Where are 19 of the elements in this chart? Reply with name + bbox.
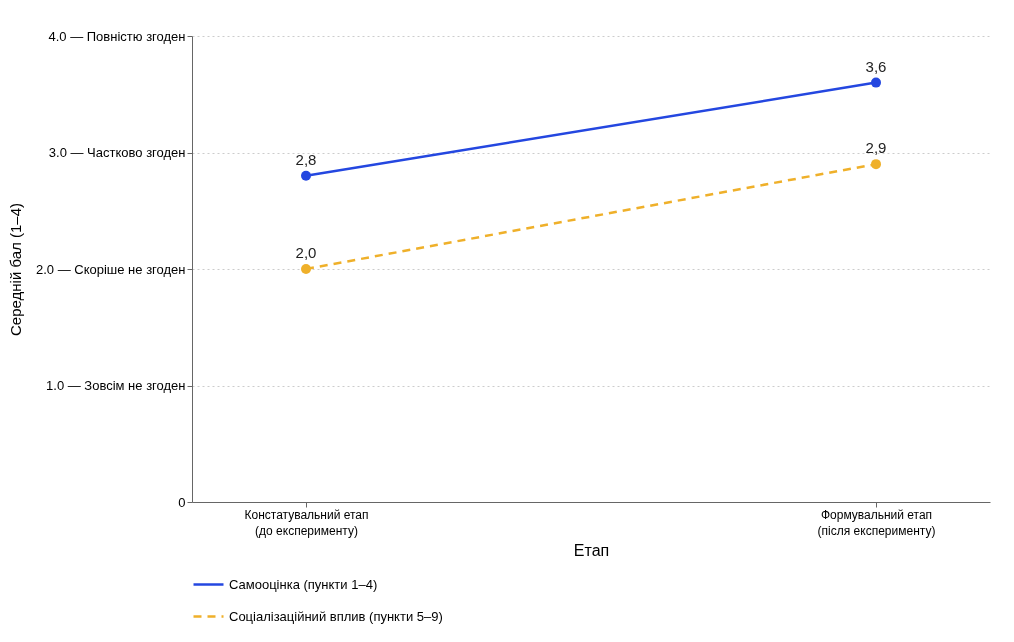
data-label: 2,9 (865, 139, 887, 157)
y-tick-label: 2.0 — Скоріше не згоден (35, 261, 186, 277)
y-tick-label: 0 (178, 494, 186, 510)
y-tick-label: 4.0 — Повністю згоден (48, 28, 186, 44)
legend-label: Соціалізаційний вплив (пункти 5–9) (229, 608, 443, 624)
x-tick-label: Формувальний етап (після експерименту) (817, 507, 936, 538)
point (301, 264, 311, 274)
y-tick-label: 1.0 — Зовсім не згоден (46, 378, 186, 393)
y-axis-title: Середній бал (1–4) (6, 203, 24, 336)
data-label: 3,6 (865, 57, 887, 75)
point (871, 77, 881, 88)
x-axis-title: Етап (573, 541, 610, 559)
point (301, 170, 311, 181)
legend-label: Самооцінка (пункти 1–4) (229, 576, 378, 592)
point (871, 159, 881, 170)
y-tick-label: 3.0 — Частково згоден (48, 145, 186, 160)
data-label: 2,8 (295, 150, 317, 168)
x-tick-label: Констатувальний етап (до експерименту) (244, 507, 369, 538)
data-label: 2,0 (295, 244, 317, 261)
